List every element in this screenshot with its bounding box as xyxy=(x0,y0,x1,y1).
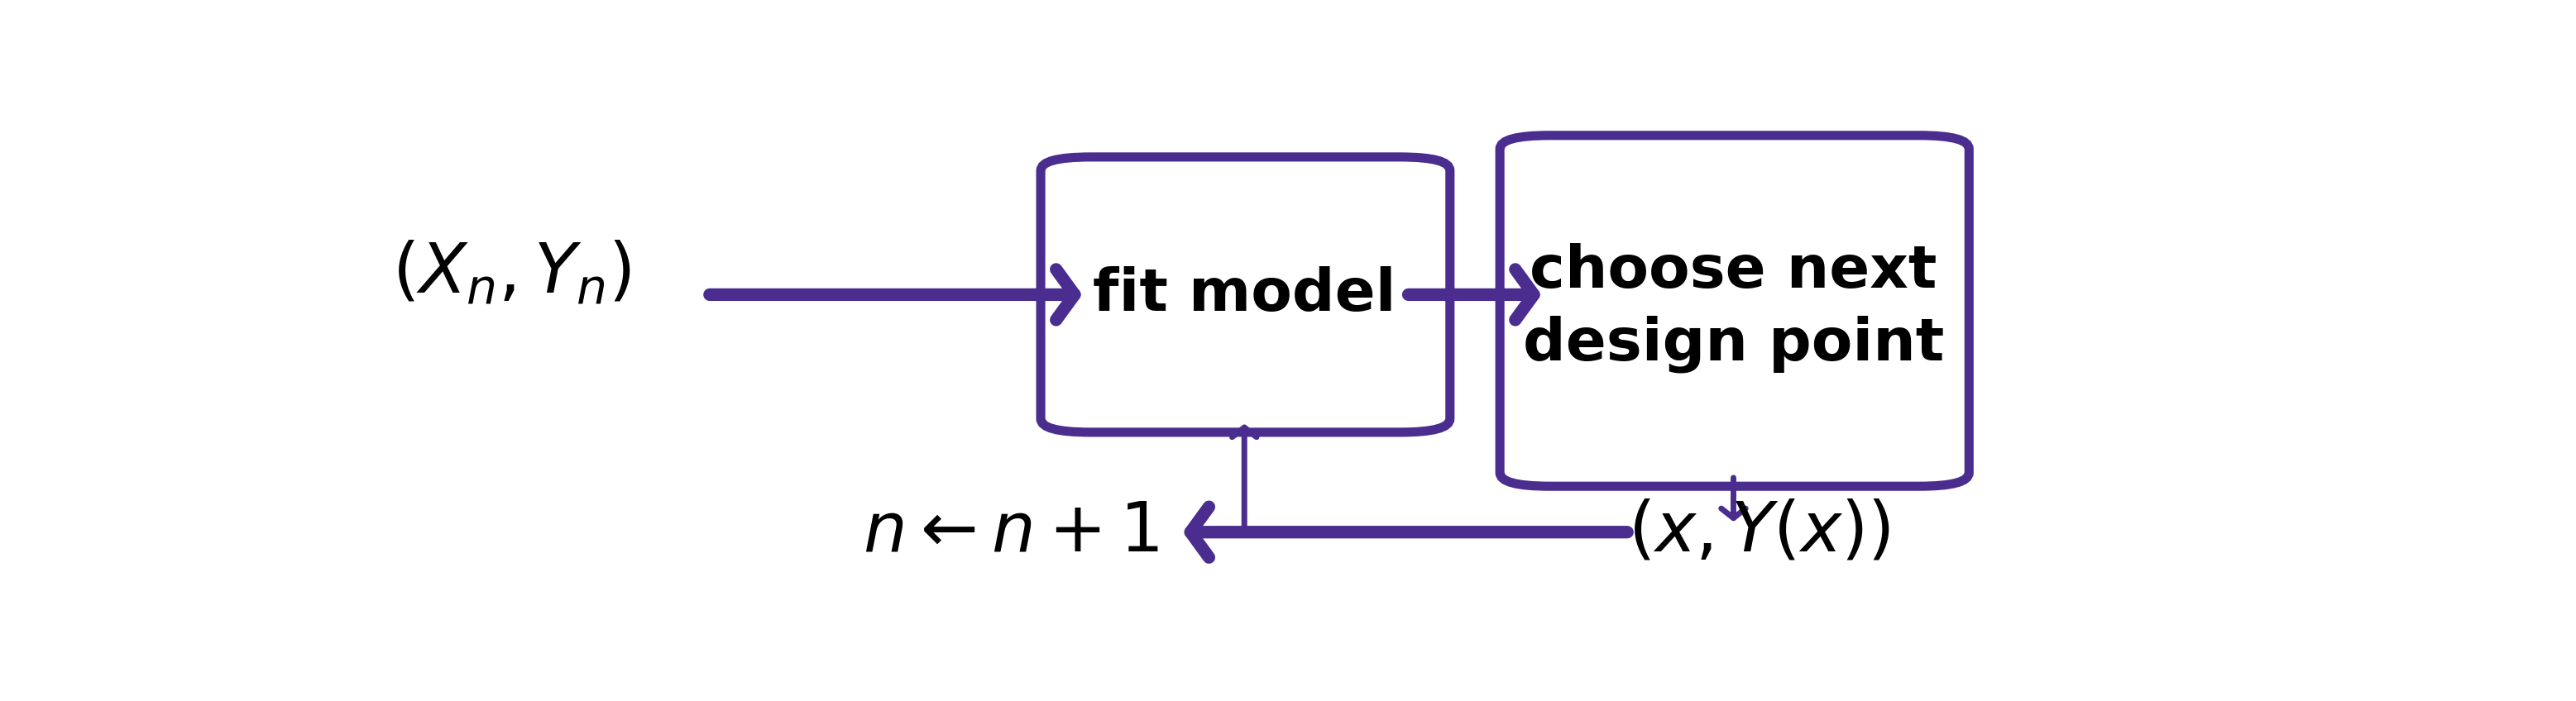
FancyBboxPatch shape xyxy=(1499,135,1968,486)
Text: choose next
design point: choose next design point xyxy=(1522,243,1945,373)
Text: $(x,Y(x))$: $(x,Y(x))$ xyxy=(1628,499,1891,565)
Text: fit model: fit model xyxy=(1092,266,1396,323)
FancyBboxPatch shape xyxy=(1041,157,1450,433)
Text: $(X_n,Y_n)$: $(X_n,Y_n)$ xyxy=(392,239,631,307)
Text: $n \leftarrow n+1$: $n \leftarrow n+1$ xyxy=(863,499,1159,565)
